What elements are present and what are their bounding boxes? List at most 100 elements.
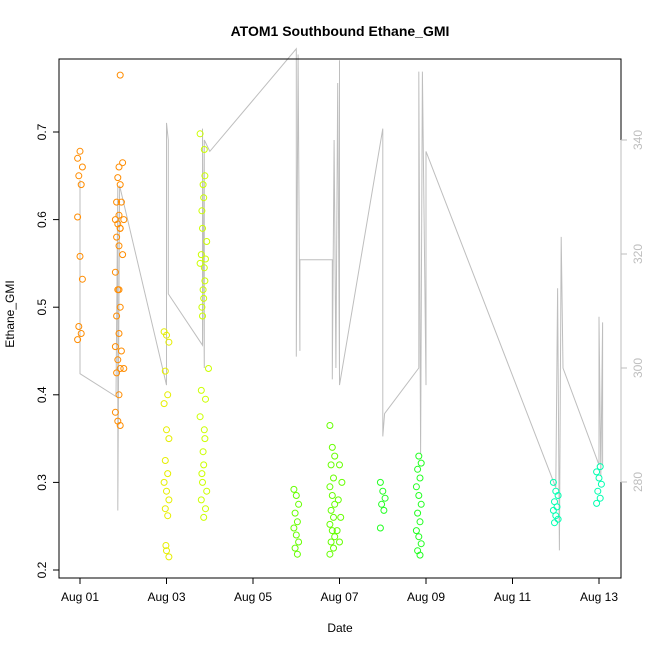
data-point-s0-14 [115, 211, 123, 219]
data-point-s2-11 [200, 264, 208, 272]
data-point-s3-12 [331, 452, 339, 460]
data-point-s3-30 [333, 527, 341, 535]
data-point-s4-14 [416, 518, 424, 526]
data-point-s1-9 [164, 470, 172, 478]
data-point-s3-19 [330, 513, 337, 521]
y-axis: 0.2 0.3 0.4 0.5 0.6 0.7 [35, 123, 60, 578]
data-point-s4-2 [381, 494, 389, 502]
data-point-s0-32 [116, 422, 124, 429]
x-axis-label: Date [327, 621, 353, 635]
data-point-s4-16 [415, 533, 423, 541]
data-point-s0-19 [115, 242, 123, 250]
data-point-s1-17 [165, 553, 173, 561]
y-tick-label-4: 0.6 [35, 211, 49, 228]
data-point-s2-16 [199, 312, 206, 320]
data-point-s3-5 [290, 524, 298, 532]
data-point-s3-0 [290, 485, 298, 493]
data-point-s3-4 [293, 518, 301, 526]
data-point-s2-29 [202, 505, 209, 513]
data-point-s3-2 [295, 500, 303, 508]
data-point-s1-1 [163, 331, 170, 339]
data-point-s5-10 [593, 468, 601, 476]
y-tick-label-5: 0.7 [35, 123, 49, 140]
data-point-s3-10 [326, 422, 334, 429]
data-point-s2-9 [202, 255, 209, 263]
data-point-s0-30 [111, 408, 119, 416]
data-point-s5-4 [553, 503, 561, 511]
data-point-s5-15 [593, 499, 601, 507]
x-tick-label-6: Aug 13 [580, 590, 618, 604]
data-point-s2-23 [199, 448, 207, 456]
data-point-s3-20 [326, 520, 334, 528]
secondary-series-line [79, 47, 604, 551]
data-point-s0-1 [76, 147, 84, 155]
x-tick-label-1: Aug 03 [147, 590, 185, 604]
scatter-points-group [74, 71, 605, 561]
y2-tick-label-0: 280 [631, 472, 645, 492]
data-point-s0-26 [114, 356, 122, 364]
y2-tick-label-2: 320 [631, 244, 645, 264]
x-axis: Aug 01 Aug 03 Aug 05 Aug 07 Aug 09 Aug 11 Aug … [61, 577, 618, 604]
data-point-s5-13 [594, 487, 602, 495]
data-point-s4-4 [380, 506, 388, 514]
data-point-s3-3 [291, 509, 299, 517]
data-point-s3-31 [336, 538, 343, 546]
data-point-s0-18 [113, 233, 121, 241]
data-point-s3-7 [295, 538, 303, 546]
data-point-s4-12 [417, 500, 425, 508]
data-point-s5-14 [596, 494, 604, 502]
data-point-s5-6 [552, 512, 560, 520]
data-point-s0-38 [116, 224, 124, 232]
data-point-s1-16 [163, 547, 170, 555]
data-point-s0-5 [74, 213, 82, 221]
data-point-s3-22 [331, 533, 339, 541]
data-point-s4-11 [415, 492, 423, 499]
y2-tick-label-1: 300 [631, 358, 645, 378]
x-tick-label-4: Aug 09 [407, 590, 445, 604]
data-point-s4-17 [417, 540, 425, 548]
data-point-s3-26 [336, 461, 343, 469]
x-tick-label-2: Aug 05 [234, 590, 272, 604]
data-point-s2-18 [197, 386, 205, 394]
data-point-s0-42 [120, 365, 128, 372]
data-point-s1-0 [160, 328, 168, 336]
data-point-s1-2 [165, 338, 173, 346]
chart-title: ATOM1 Southbound Ethane_GMI [231, 23, 450, 39]
data-point-s5-11 [595, 474, 603, 482]
data-point-s0-20 [111, 268, 119, 276]
secondary-line-group [79, 47, 604, 551]
data-point-s5-8 [551, 519, 558, 527]
data-point-s3-16 [328, 492, 336, 499]
data-point-s2-30 [200, 513, 208, 521]
data-point-s3-9 [293, 550, 301, 558]
data-point-s0-25 [111, 343, 119, 351]
data-point-s2-24 [200, 461, 208, 469]
data-point-s0-41 [117, 347, 125, 355]
data-point-s1-13 [161, 505, 169, 513]
data-point-s2-12 [201, 277, 209, 285]
data-point-s3-17 [331, 500, 339, 508]
data-point-s0-10 [74, 336, 82, 344]
data-point-s3-25 [326, 550, 334, 558]
data-point-s0-3 [75, 172, 83, 180]
data-point-s1-5 [160, 400, 168, 408]
data-point-s4-0 [376, 478, 384, 486]
data-point-s0-8 [75, 323, 83, 330]
data-point-s1-12 [165, 496, 173, 504]
data-point-s2-6 [199, 224, 206, 232]
data-point-s4-8 [414, 465, 422, 473]
data-point-s1-7 [165, 435, 173, 443]
data-point-s1-3 [161, 367, 169, 375]
data-point-s0-11 [114, 174, 122, 182]
data-point-s5-2 [554, 492, 562, 499]
data-point-s3-6 [292, 531, 300, 539]
data-point-s2-7 [203, 238, 211, 245]
data-point-s4-3 [378, 500, 386, 508]
data-point-s2-3 [199, 181, 207, 189]
data-point-s3-18 [327, 506, 335, 514]
data-point-s4-9 [416, 474, 424, 482]
data-point-s3-28 [334, 496, 342, 504]
data-point-s4-1 [379, 487, 387, 495]
data-point-s4-19 [416, 551, 424, 559]
